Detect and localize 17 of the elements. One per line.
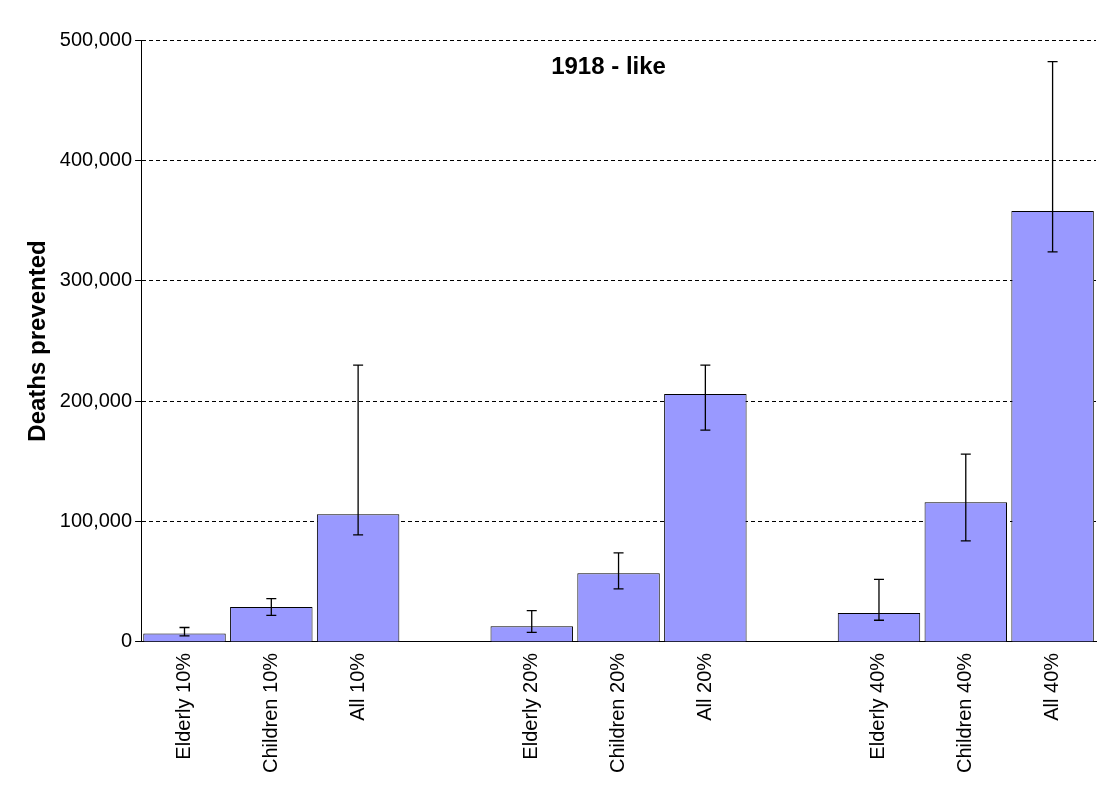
- x-tick-label: Elderly 40%: [866, 652, 889, 760]
- y-tick-label: 300,000: [59, 268, 133, 291]
- text: 1918 - like: [551, 51, 666, 79]
- x-tick-label: All 40%: [1040, 652, 1063, 721]
- y-tick-label: 100,000: [59, 509, 133, 532]
- x-tick-label: Children 10%: [258, 652, 281, 774]
- x-tick-label: All 20%: [692, 652, 715, 721]
- x-tick-label: Elderly 10%: [172, 652, 195, 760]
- x-tick-label: Children 20%: [606, 652, 629, 774]
- y-tick-label: 500,000: [59, 27, 133, 50]
- x-tick-label: Elderly 20%: [519, 652, 542, 760]
- y-tick-label: 400,000: [59, 147, 133, 170]
- x-tick-label: Children 40%: [953, 652, 976, 774]
- x-tick-label: All 10%: [345, 652, 368, 721]
- y-tick-label: 0: [120, 629, 133, 652]
- y-axis-title: Deaths prevented: [23, 240, 51, 442]
- y-tick-label: 200,000: [59, 388, 133, 411]
